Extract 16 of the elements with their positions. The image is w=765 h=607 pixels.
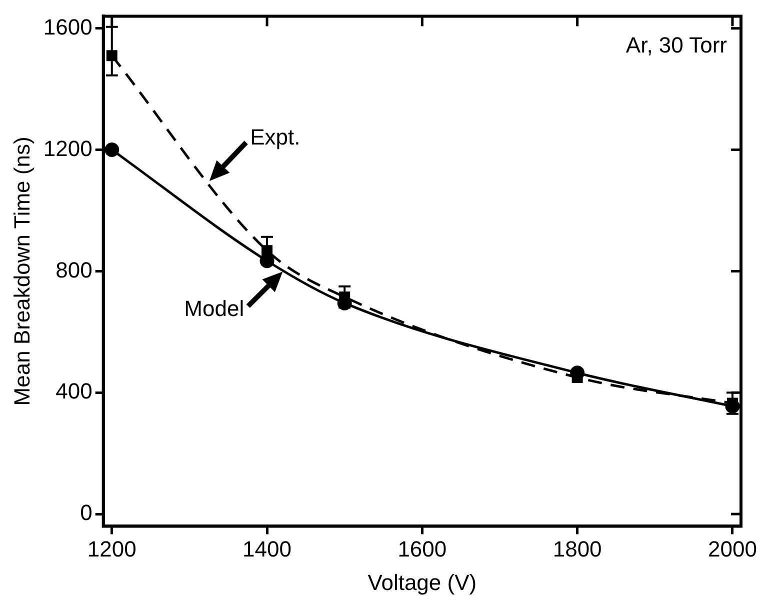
y-tick-label: 0 [80,500,92,526]
x-tick-label: 1800 [552,536,602,562]
x-axis-title: Voltage (V) [368,570,477,595]
x-tick-label: 1200 [87,536,136,562]
y-tick-label: 1200 [43,136,92,161]
point [104,142,120,158]
series-label: Model [184,296,244,322]
x-tick-label: 1600 [398,536,447,562]
x-tick-label: 1400 [242,536,292,562]
annotation: Ar, 30 Torr [626,32,727,58]
y-axis-title: Mean Breakdown Time (ns) [9,136,34,406]
y-tick-label: 400 [56,378,92,404]
text: Expt. [250,124,300,150]
x-tick-label: 2000 [708,536,757,562]
y-tick-label: 800 [56,257,92,282]
y-tick-label: 1600 [43,14,92,40]
